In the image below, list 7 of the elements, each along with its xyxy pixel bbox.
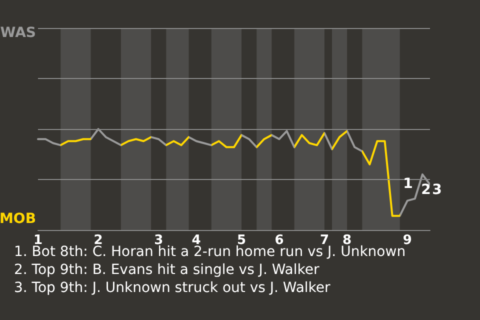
- annotation: 2: [421, 182, 431, 198]
- text: MOB: [0, 211, 36, 227]
- text: 3. Top 9th: J. Unknown struck out vs J. Walker: [14, 280, 331, 296]
- text: 2. Top 9th: B. Evans hit a single vs J. Walker: [14, 262, 320, 278]
- annotation: 1: [403, 176, 413, 192]
- text: 3: [432, 182, 442, 198]
- text: WAS: [0, 25, 36, 41]
